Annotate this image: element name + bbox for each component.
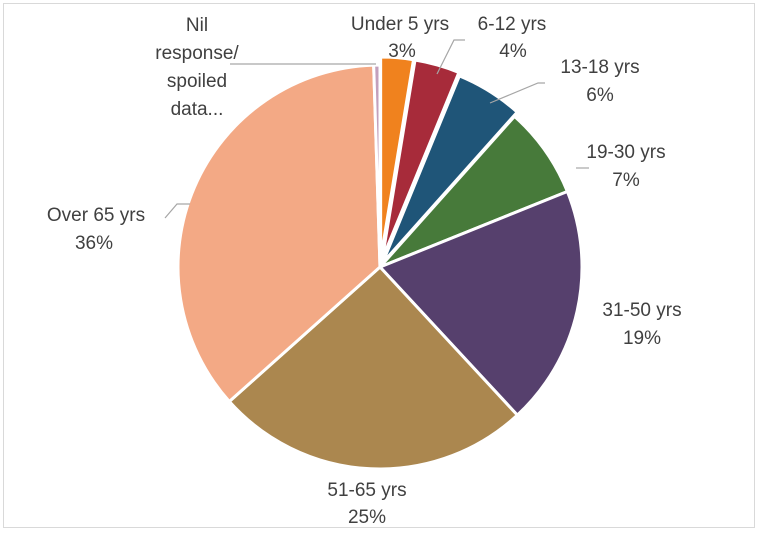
slice-label-nil-line-4: data... [171, 99, 224, 120]
slice-label-nil-line-2: response/ [155, 43, 239, 64]
slice-percent-51-65: 25% [348, 507, 386, 528]
slice-label-under-5: Under 5 yrs [351, 14, 449, 35]
leader-lines [164, 39, 589, 219]
pie-slice-31-50-yrs [378, 189, 584, 417]
slice-label-6-12: 6-12 yrs [478, 14, 547, 35]
slice-label-nil-line-3: spoiled [167, 71, 227, 92]
slice-label-nil-line-1: Nil [186, 15, 208, 36]
data-labels: Under 5 yrs 3% 6-12 yrs 4% 13-18 yrs 6% … [47, 14, 682, 528]
slice-percent-6-12: 4% [499, 41, 527, 62]
slice-percent-under-5: 3% [388, 41, 416, 62]
slice-percent-over-65: 36% [75, 233, 113, 254]
slice-label-19-30: 19-30 yrs [586, 142, 665, 163]
slice-label-over-65: Over 65 yrs [47, 205, 145, 226]
pie-slice-nil-response-spoiled-data [372, 63, 382, 269]
pie-slices [176, 55, 584, 471]
pie-slice-over-65-yrs [176, 63, 382, 404]
pie-slice-6-12-yrs [380, 58, 461, 261]
slice-label-31-50: 31-50 yrs [602, 300, 681, 321]
slice-label-13-18: 13-18 yrs [560, 57, 639, 78]
slice-percent-13-18: 6% [586, 85, 614, 106]
pie-slice-51-65-yrs [227, 265, 519, 471]
leader-line-over-65 [164, 203, 190, 219]
pie-slice-13-18-yrs [381, 74, 519, 265]
pie-slice-under-5-yrs [379, 55, 416, 261]
leader-line-6-12 [436, 39, 465, 75]
slice-label-51-65: 51-65 yrs [327, 480, 406, 501]
leader-line-13-18 [489, 82, 545, 104]
slice-percent-31-50: 19% [623, 328, 661, 349]
slice-percent-19-30: 7% [612, 170, 640, 191]
